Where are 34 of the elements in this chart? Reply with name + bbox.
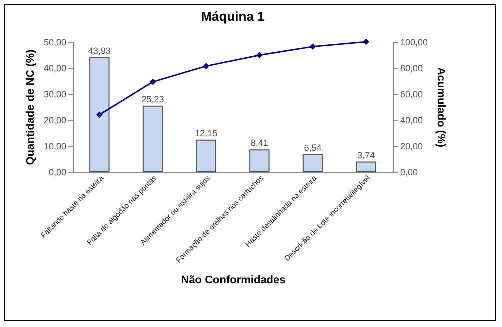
y2-tick-label: 0,00 xyxy=(400,168,418,178)
y2-tick-label: 40,00 xyxy=(400,116,424,126)
point xyxy=(96,112,103,118)
bar xyxy=(142,106,164,172)
point xyxy=(203,63,210,70)
data-label: 8,41 xyxy=(250,138,268,148)
chart-title: Máquina 1 xyxy=(201,9,265,24)
bar xyxy=(90,57,110,172)
y-axis-title: Quantidade de NC (%) xyxy=(24,49,37,166)
data-label: 25,23 xyxy=(142,94,164,104)
data-label: 12,15 xyxy=(195,128,218,138)
data-label: 6,54 xyxy=(304,142,322,153)
y-tick-label: 50,00 xyxy=(44,38,66,48)
data-label: 43,93 xyxy=(88,46,111,56)
bar xyxy=(250,150,270,172)
point xyxy=(150,78,156,86)
y2-tick-label: 100,00 xyxy=(400,38,428,48)
y-tick-label: 30,00 xyxy=(44,90,66,100)
point xyxy=(256,52,263,59)
y-tick-label: 0,00 xyxy=(48,168,66,178)
data-label: 3,74 xyxy=(358,150,376,160)
y2-tick-label: 80,00 xyxy=(400,64,424,74)
bar xyxy=(196,140,216,172)
y2-axis-title: Acumulado (%) xyxy=(435,67,448,148)
bar xyxy=(302,154,324,172)
point xyxy=(310,44,316,50)
x-axis-title: Não Conformidades xyxy=(181,274,286,286)
bar xyxy=(356,162,376,172)
y2-tick-label: 20,00 xyxy=(400,142,424,152)
y2-tick-label: 60,00 xyxy=(400,90,424,100)
y-tick-label: 20,00 xyxy=(44,116,66,126)
y-tick-label: 10,00 xyxy=(44,142,66,152)
point xyxy=(363,38,370,46)
y-tick-label: 40,00 xyxy=(44,64,66,74)
